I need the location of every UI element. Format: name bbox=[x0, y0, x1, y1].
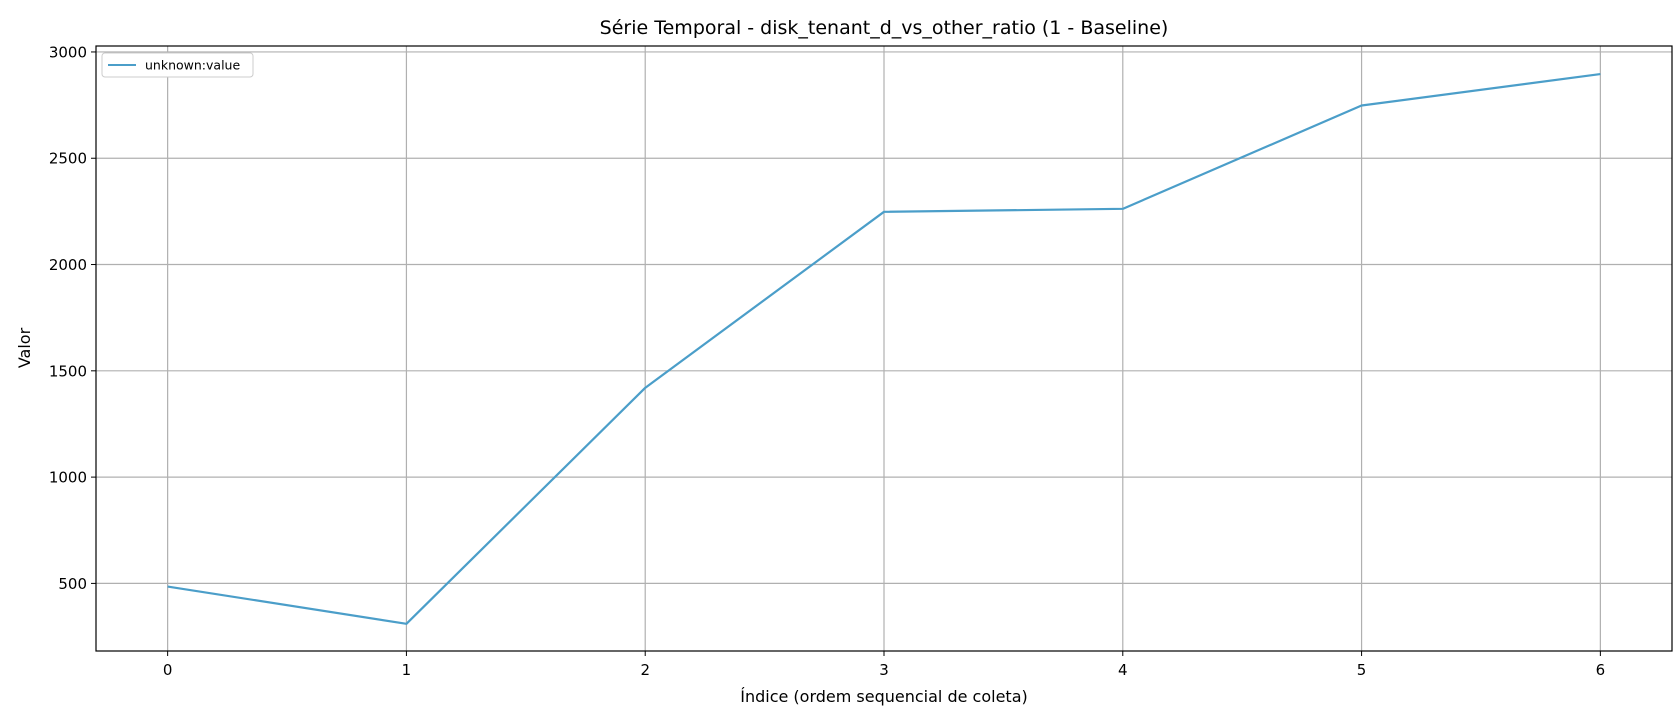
y-tick-label: 500 bbox=[58, 575, 87, 593]
y-axis-label: Valor bbox=[15, 327, 34, 368]
series-line-0 bbox=[167, 72, 1601, 625]
y-tick-label: 3000 bbox=[49, 43, 87, 61]
y-tick-label: 2000 bbox=[49, 256, 87, 274]
series-layer bbox=[167, 72, 1601, 625]
y-tick-label: 1500 bbox=[49, 362, 87, 380]
y-tick-label: 2500 bbox=[49, 150, 87, 168]
x-tick-label: 5 bbox=[1357, 661, 1367, 679]
x-tick-label: 2 bbox=[640, 661, 650, 679]
y-tick-label: 1000 bbox=[49, 469, 87, 487]
legend-box bbox=[101, 52, 254, 78]
x-tick-label: 3 bbox=[879, 661, 889, 679]
ticks: 0 1 2 3 4 5 6 500 1000 1500 2000 2500 3000 bbox=[49, 43, 1605, 679]
x-tick-label: 4 bbox=[1118, 661, 1128, 679]
grid bbox=[96, 46, 1672, 651]
x-tick-label: 1 bbox=[402, 661, 412, 679]
legend: unknown:value bbox=[101, 52, 254, 78]
chart-title: Série Temporal - disk_tenant_d_vs_other_… bbox=[600, 17, 1169, 39]
x-axis-label: Índice (ordem sequencial de coleta) bbox=[740, 687, 1028, 706]
legend-label: unknown:value bbox=[145, 58, 240, 73]
x-tick-label: 0 bbox=[163, 661, 173, 679]
x-tick-label: 6 bbox=[1596, 661, 1606, 679]
